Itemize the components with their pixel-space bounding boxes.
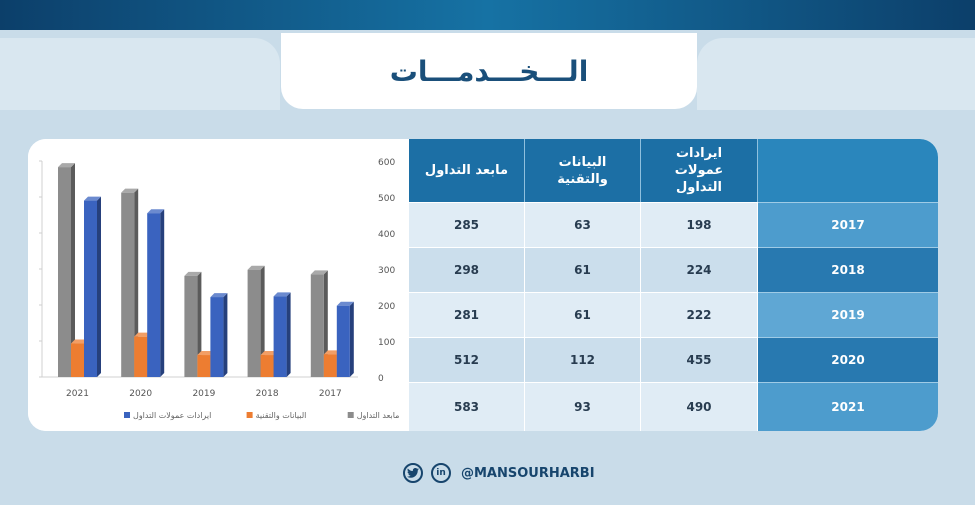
bar-top [247,265,265,270]
header-tab-right [697,38,975,110]
y-tick-label: 100 [378,338,395,348]
bar [121,192,135,377]
cell-commissions: 198 [641,202,758,247]
bar [197,355,211,377]
cell-year: 2017 [758,202,938,247]
bar-top [134,332,152,337]
cell-post-trade: 281 [409,292,525,337]
cell-commissions: 490 [641,382,758,431]
cell-commissions: 224 [641,247,758,292]
bar-chart: 0 100 200 300 400 500 600 2021 2020 2019 2018 2017 ا… [39,158,400,420]
bar-top [310,270,328,275]
bar-side [223,293,228,377]
cell-year: 2019 [758,292,938,337]
header-year [758,139,938,202]
bar-top [197,351,215,356]
bar [84,200,97,377]
cell-data-tech: 93 [525,382,641,431]
header-post-trade: مابعد التداول [409,139,525,202]
bar [310,274,324,377]
cell-year: 2021 [758,382,938,431]
bar [58,167,71,377]
bar-top [336,301,354,306]
y-tick-label: 300 [378,266,395,276]
cell-post-trade: 298 [409,247,525,292]
x-tick-label: 2018 [256,389,279,399]
bar [260,355,274,377]
cell-post-trade: 583 [409,382,525,431]
linkedin-icon[interactable]: in [431,463,451,483]
bar-top [58,163,75,168]
bar [247,269,261,377]
bar-side [197,271,202,377]
bar-top [71,339,88,344]
legend-label: ايرادات عمولات التداول [133,411,211,420]
bar-top [273,292,291,297]
y-tick-label: 400 [378,230,395,240]
bar-side [323,270,328,377]
legend-label: البيانات والتقنية [256,411,307,420]
header-tab-left [0,38,280,110]
cell-data-tech: 61 [525,247,641,292]
cell-data-tech: 61 [525,292,641,337]
cell-year: 2018 [758,247,938,292]
legend-swatch [347,412,354,418]
bar [323,354,337,377]
cell-post-trade: 512 [409,337,525,382]
y-tick-label: 200 [378,302,395,312]
bar [336,305,350,377]
bar-top [260,351,278,356]
y-tick-label: 600 [378,158,395,168]
cell-commissions: 222 [641,292,758,337]
y-tick-label: 500 [378,194,395,204]
bar [134,336,148,377]
page-title: الـــخـــدمـــات [389,54,589,88]
bar-side [97,196,101,377]
bar-top [84,196,101,201]
cell-commissions: 455 [641,337,758,382]
y-tick-label: 0 [378,374,384,384]
cell-post-trade: 285 [409,202,525,247]
legend-swatch [246,412,253,418]
legend-swatch [124,412,130,418]
chart-area: 0 100 200 300 400 500 600 2021 2020 2019 2018 2017 ا… [28,139,409,431]
bar-side [286,292,291,377]
cell-data-tech: 63 [525,202,641,247]
social-handle[interactable]: @MANSOURHARBI [461,465,595,481]
bar-top [210,293,228,298]
x-tick-label: 2020 [129,389,152,399]
bar [147,213,161,377]
data-table: مابعد التداول البيانات والتقنية ايرادات … [409,139,938,431]
bar-side [260,265,265,377]
bar [273,296,287,377]
title-box: الـــخـــدمـــات [281,33,697,109]
bar-side [349,301,354,377]
twitter-icon[interactable] [403,463,423,483]
cell-data-tech: 112 [525,337,641,382]
x-tick-label: 2021 [66,389,89,399]
cell-year: 2020 [758,337,938,382]
header-commissions: ايرادات عمولات التداول [641,139,758,202]
bar [71,343,84,377]
header-data-tech: البيانات والتقنية [525,139,641,202]
bar-side [160,209,165,377]
top-banner [0,0,975,30]
bar [210,297,224,377]
bar-top [121,188,139,193]
bar [184,275,198,377]
bar-side [71,163,75,377]
bar-side [134,188,139,377]
bar-top [184,271,202,276]
bar-top [323,350,341,355]
footer: in @MANSOURHARBI [403,462,595,484]
content-panel: 0 100 200 300 400 500 600 2021 2020 2019 2018 2017 ا… [28,139,938,431]
bar-top [147,209,165,214]
x-tick-label: 2017 [319,389,342,399]
legend-label: مابعد التداول [357,411,400,420]
x-tick-label: 2019 [192,389,215,399]
